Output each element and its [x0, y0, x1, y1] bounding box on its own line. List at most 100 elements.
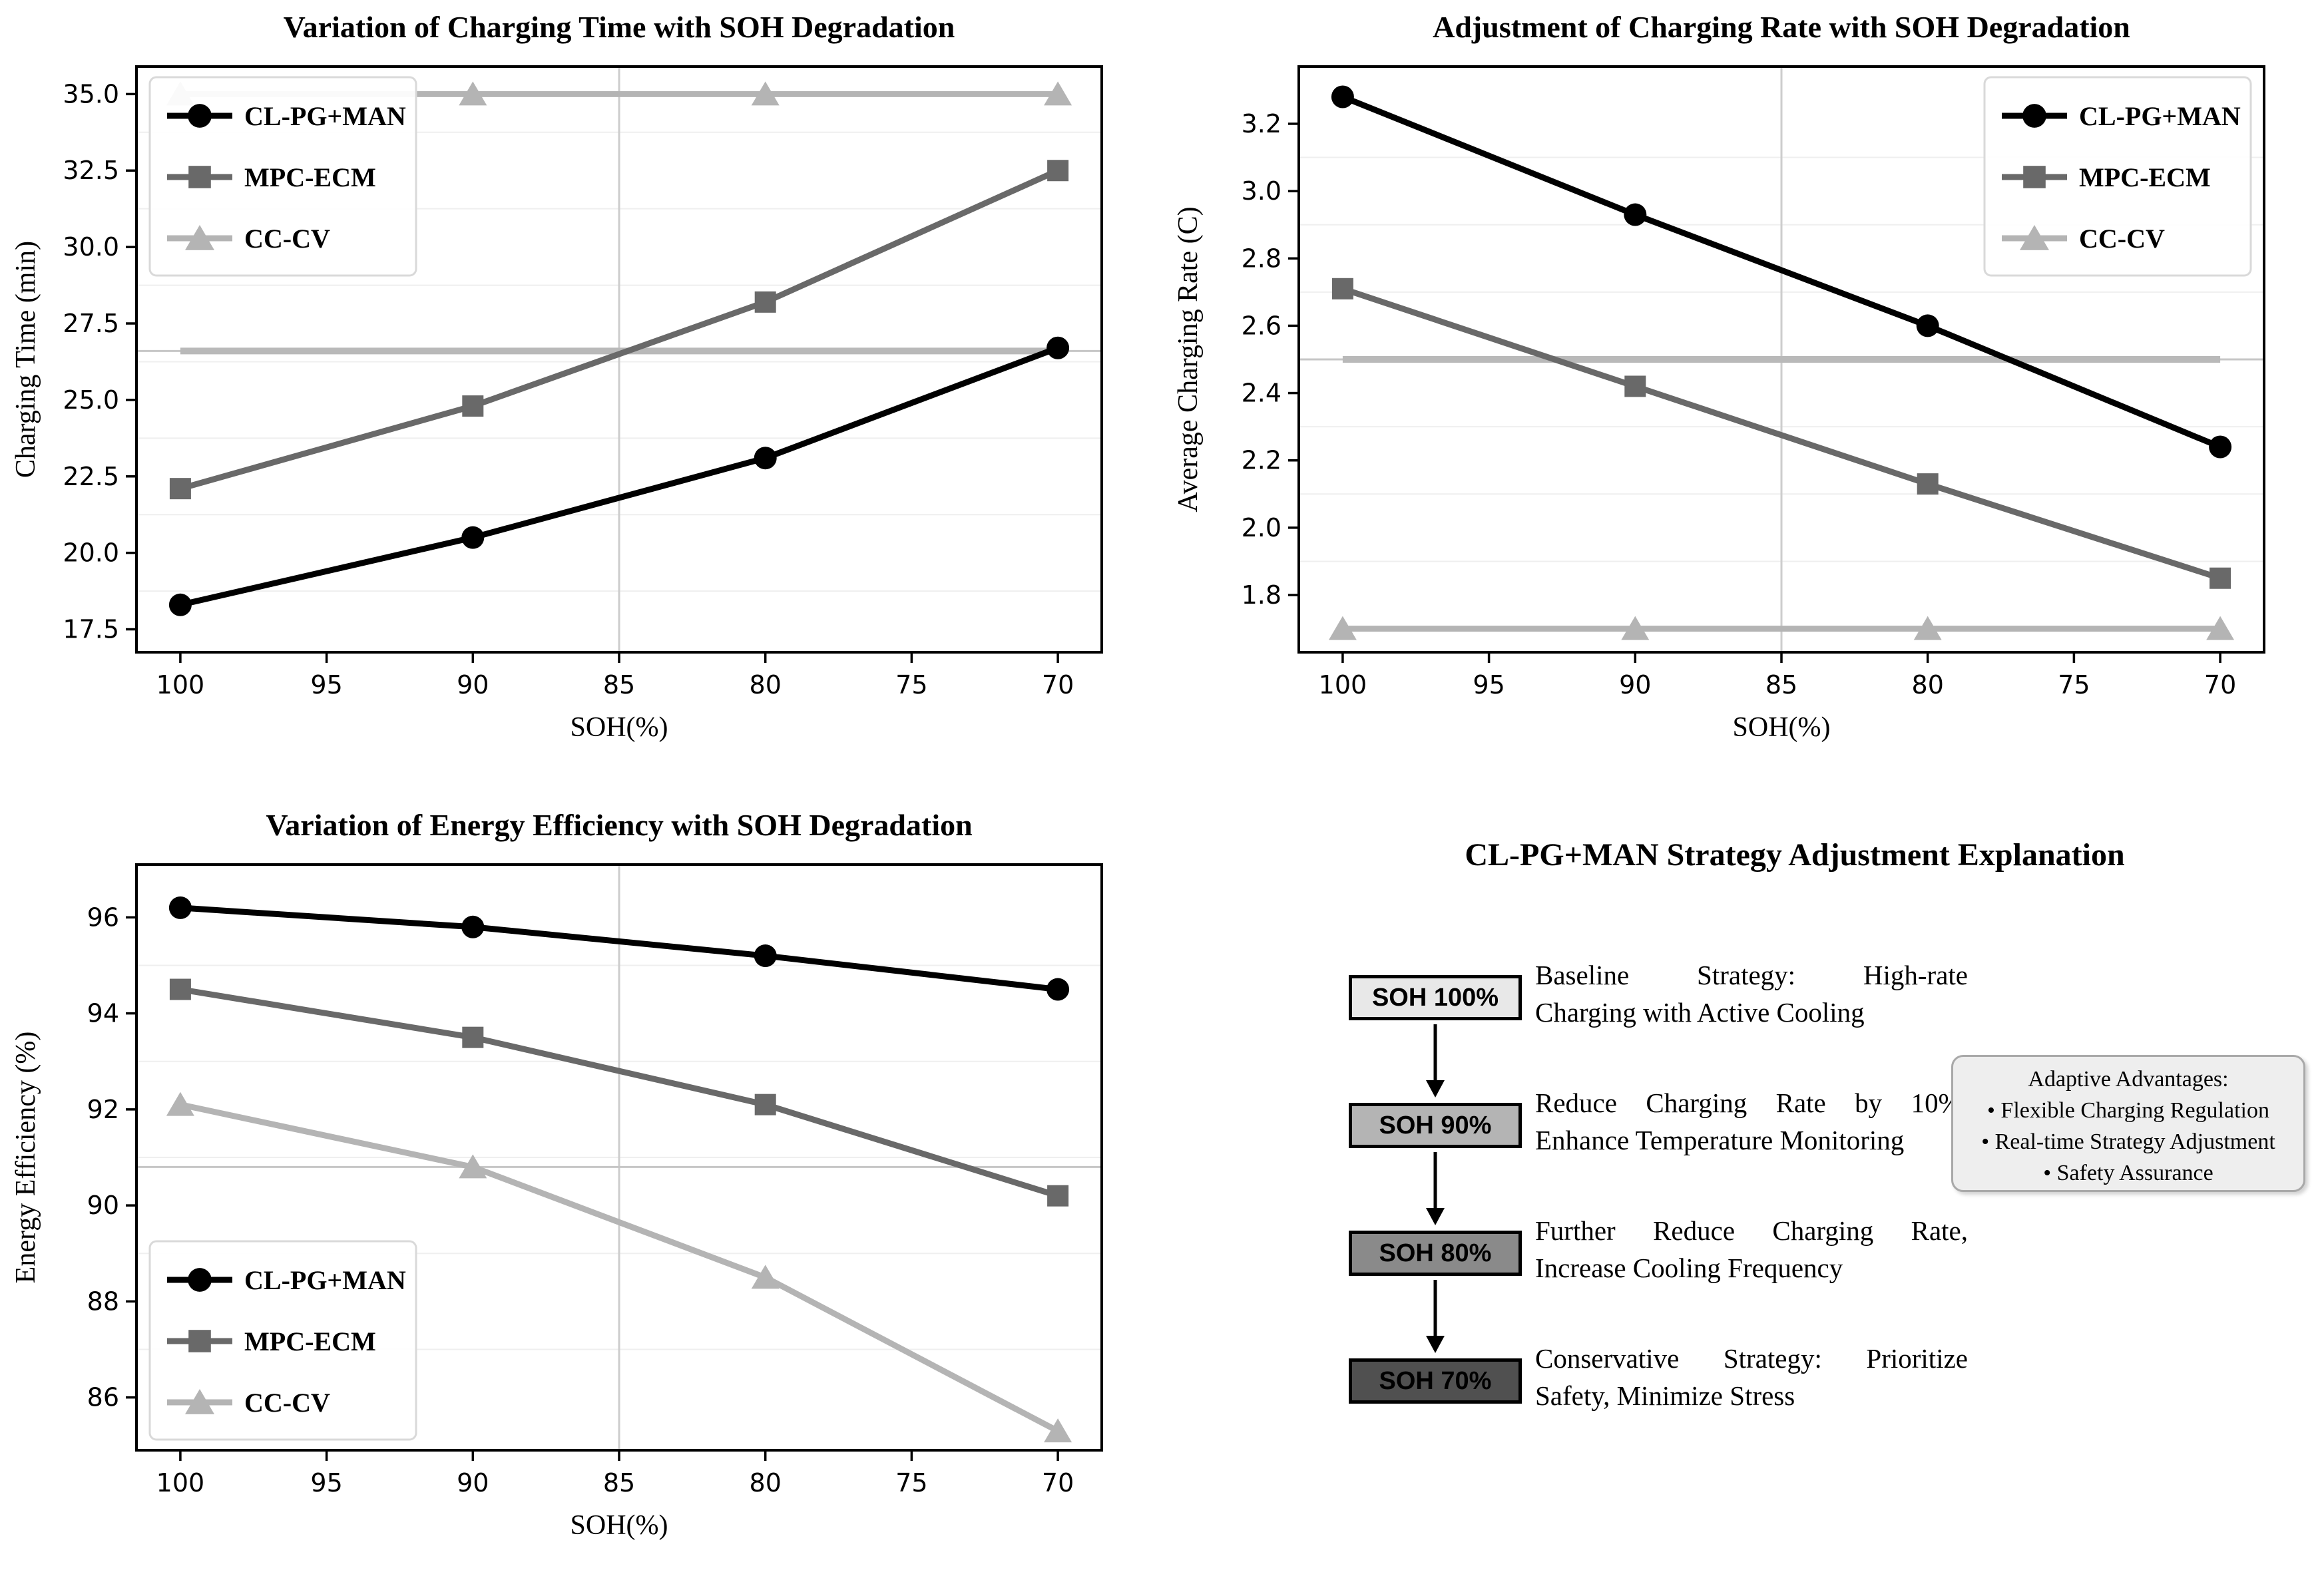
energy-efficiency-chart: 100 95 90 85 80 75 70 86 88 90 92 94 96 Variation of … [11, 808, 1103, 1541]
y-tick-label: 90 [87, 1191, 119, 1220]
legend-box [1983, 76, 2252, 277]
y-axis-label: Energy Efficiency (%) [11, 1032, 41, 1284]
chart-title: Variation of Charging Time with SOH Degr… [284, 10, 955, 44]
legend-label-CC-CV: CC-CV [244, 224, 330, 254]
series-marker-CL-PG+MAN [2209, 435, 2232, 459]
series-marker-MPC-ECM [754, 1094, 776, 1115]
series-marker-CC-CV [1044, 81, 1072, 106]
soh-70-box: SOH 70% [1349, 1358, 1522, 1404]
y-tick-label: 2.2 [1242, 446, 1281, 475]
legend-marker-CL-PG+MAN [188, 104, 212, 128]
y-tick-label: 22.5 [63, 462, 119, 491]
x-tick-label: 90 [1619, 670, 1651, 699]
series-marker-MPC-ECM [169, 478, 191, 500]
x-tick-label: 85 [603, 670, 635, 699]
legend-marker-MPC-ECM [188, 166, 211, 188]
description-line: Charging with Active Cooling [1535, 997, 1865, 1028]
x-tick-label: 90 [457, 670, 489, 699]
soh-80-description: Further Reduce Charging Rate, Increase C… [1535, 1212, 1968, 1287]
series-marker-MPC-ECM [2209, 567, 2231, 589]
soh-100-box: SOH 100% [1349, 975, 1522, 1020]
legend-label-CL-PG+MAN: CL-PG+MAN [244, 1265, 406, 1295]
x-tick-label: 80 [1912, 670, 1944, 699]
description-line: Further Reduce Charging Rate, [1535, 1215, 1968, 1246]
legend-label-CC-CV: CC-CV [2079, 224, 2165, 254]
y-tick-label: 35.0 [63, 79, 119, 108]
series-marker-MPC-ECM [462, 395, 484, 417]
description-line: Reduce Charging Rate by 10%, [1535, 1088, 1968, 1118]
legend-marker-MPC-ECM [188, 1330, 211, 1352]
legend-marker-CC-CV [2019, 225, 2050, 250]
x-tick-label: 85 [1765, 670, 1797, 699]
description-line: Baseline Strategy: High-rate [1535, 960, 1968, 990]
series-line-CC-CV [179, 1101, 1060, 1434]
chart-title: Variation of Energy Efficiency with SOH … [266, 808, 972, 842]
soh-90-box: SOH 90% [1349, 1103, 1522, 1148]
y-tick-label: 17.5 [63, 615, 119, 644]
x-tick-label: 80 [750, 1468, 782, 1497]
x-axis-label: SOH(%) [571, 712, 668, 743]
series-marker-CC-CV [1621, 616, 1650, 640]
y-tick-label: 3.2 [1242, 109, 1281, 138]
flowchart-title: CL-PG+MAN Strategy Adjustment Explanatio… [1465, 837, 2125, 873]
soh-80-box: SOH 80% [1349, 1231, 1522, 1276]
series-line-CL-PG+MAN [179, 345, 1059, 608]
soh-90-description: Reduce Charging Rate by 10%, Enhance Tem… [1535, 1084, 1968, 1159]
series-marker-MPC-ECM [462, 1026, 484, 1048]
panel-charging-time: 100 95 90 85 80 75 70 17.5 20.0 22.5 25.0 27.5 30.0 3… [0, 0, 1162, 798]
legend-label-MPC-ECM: MPC-ECM [244, 162, 376, 192]
x-tick-label: 75 [895, 670, 927, 699]
y-tick-label: 92 [87, 1095, 119, 1124]
charging-time-chart: 100 95 90 85 80 75 70 17.5 20.0 22.5 25.0 27.5 30.0 3… [11, 10, 1103, 743]
legend-label-MPC-ECM: MPC-ECM [2079, 162, 2211, 192]
series-marker-CC-CV [2206, 616, 2235, 640]
series-marker-CC-CV [1044, 1418, 1072, 1443]
flow-arrow-head [1426, 1336, 1445, 1353]
x-tick-label: 80 [750, 670, 782, 699]
charging-rate-chart: 100 95 90 85 80 75 70 1.8 2.0 2.2 2.4 2.6 2.8 3.0 3.2 A… [1173, 10, 2265, 743]
legend-label-CL-PG+MAN: CL-PG+MAN [2079, 101, 2241, 131]
x-tick-label: 90 [457, 1468, 489, 1497]
series-marker-CL-PG+MAN [461, 526, 485, 549]
legend-label-MPC-ECM: MPC-ECM [244, 1326, 376, 1356]
series-marker-CL-PG+MAN [461, 915, 485, 938]
legend-marker-MPC-ECM [2023, 166, 2046, 188]
series-line-CL-PG+MAN [180, 904, 1058, 993]
y-tick-label: 27.5 [63, 309, 119, 338]
panel-energy-efficiency: 100 95 90 85 80 75 70 86 88 90 92 94 96 Variation of … [0, 798, 1162, 1596]
y-tick-label: 86 [87, 1383, 119, 1412]
series-marker-CC-CV [751, 81, 780, 106]
advantage-item: Flexible Charging Regulation [1953, 1095, 2303, 1126]
soh-70-description: Conservative Strategy: Prioritize Safety… [1535, 1340, 1968, 1414]
x-tick-label: 95 [310, 670, 342, 699]
description-line: Enhance Temperature Monitoring [1535, 1125, 1905, 1155]
flowchart-arrows [1426, 1024, 1445, 1353]
legend-marker-CC-CV [184, 1389, 215, 1414]
x-tick-label: 100 [1319, 670, 1367, 699]
series-marker-CC-CV [751, 1265, 780, 1289]
series-marker-CC-CV [459, 81, 487, 106]
series-marker-CC-CV [459, 1154, 487, 1179]
legend-marker-CL-PG+MAN [2022, 104, 2046, 128]
y-tick-label: 1.8 [1242, 580, 1281, 610]
series-marker-CL-PG+MAN [1624, 203, 1647, 226]
y-tick-label: 3.0 [1242, 176, 1281, 206]
x-tick-label: 70 [1042, 670, 1074, 699]
series-marker-MPC-ECM [1624, 375, 1646, 397]
series-marker-MPC-ECM [1047, 1185, 1069, 1207]
description-line: Conservative Strategy: Prioritize [1535, 1343, 1968, 1374]
advantage-item: Real-time Strategy Adjustment [1953, 1126, 2303, 1157]
series-marker-CC-CV [166, 1092, 194, 1116]
y-tick-label: 2.8 [1242, 244, 1281, 273]
y-tick-label: 30.0 [63, 232, 119, 262]
legend-marker-CL-PG+MAN [188, 1268, 212, 1292]
series-marker-MPC-ECM [1331, 278, 1353, 299]
flow-arrow-head [1426, 1080, 1445, 1097]
series-line-CL-PG+MAN [1341, 94, 2221, 450]
x-tick-label: 70 [2204, 670, 2236, 699]
y-tick-label: 88 [87, 1287, 119, 1316]
flow-arrow-head [1426, 1208, 1445, 1225]
series-marker-MPC-ECM [169, 978, 191, 1000]
series-marker-MPC-ECM [1047, 160, 1069, 182]
x-tick-label: 85 [603, 1468, 635, 1497]
